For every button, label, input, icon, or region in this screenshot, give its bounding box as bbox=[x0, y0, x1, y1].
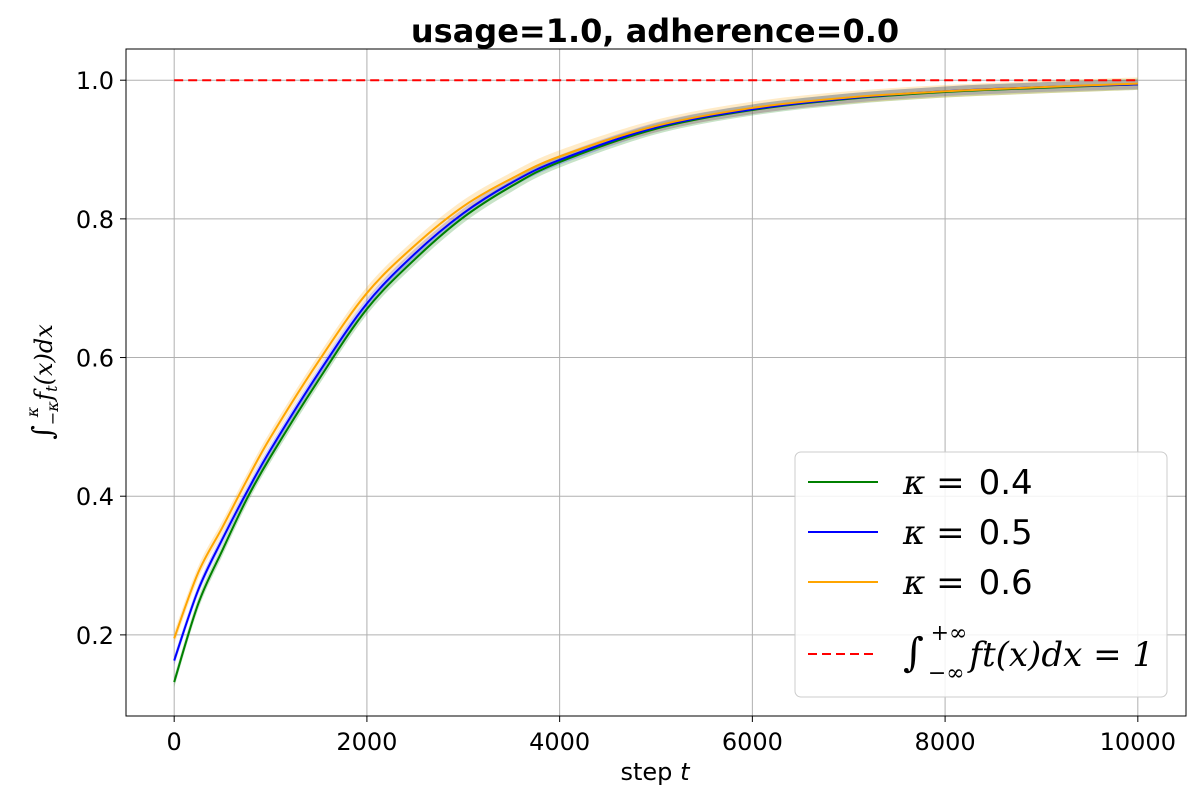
chart-title: usage=1.0, adherence=0.0 bbox=[411, 12, 899, 50]
legend-ref-upper: +∞ bbox=[931, 621, 968, 646]
x-tick-label: 6000 bbox=[722, 728, 783, 756]
x-axis-label-text: step bbox=[621, 758, 673, 786]
y-axis-label-text: ∫−κκ ft(x)dx bbox=[23, 324, 62, 440]
series-lines bbox=[173, 82, 1138, 683]
y-tick-label: 0.6 bbox=[76, 345, 114, 373]
y-axis-label: ∫−κκ ft(x)dx bbox=[23, 324, 62, 440]
legend-value: 0.6 bbox=[979, 563, 1033, 603]
x-tick-label: 2000 bbox=[336, 728, 397, 756]
legend: κ = 0.4 κ = 0.5 κ = 0.6 ∫ −∞ +∞ft(x)dx = 1 bbox=[794, 451, 1168, 698]
legend-box bbox=[794, 451, 1168, 698]
legend-entry-3: κ = 0.6 bbox=[808, 563, 1033, 603]
legend-value: 0.4 bbox=[979, 463, 1033, 503]
y-label-upper: κ bbox=[23, 406, 42, 418]
legend-entry-2: κ = 0.5 bbox=[808, 513, 1033, 553]
x-tick-label: 8000 bbox=[915, 728, 976, 756]
legend-kappa: κ = bbox=[902, 463, 965, 503]
x-axis-label-var: t bbox=[680, 758, 691, 786]
legend-kappa: κ = bbox=[902, 563, 965, 603]
legend-value: 0.5 bbox=[979, 513, 1033, 553]
x-axis-label: step t bbox=[621, 758, 692, 786]
legend-entries: κ = 0.4 κ = 0.5 κ = 0.6 bbox=[808, 463, 1033, 603]
x-tick-label: 0 bbox=[167, 728, 182, 756]
x-ticks: 0 2000 4000 6000 8000 10000 bbox=[167, 716, 1176, 756]
legend-ref-lower: −∞ bbox=[928, 661, 965, 686]
y-tick-label: 0.4 bbox=[76, 483, 114, 511]
legend-entry-reference: ∫ −∞ +∞ft(x)dx = 1 bbox=[808, 621, 1154, 686]
legend-entry-1: κ = 0.4 bbox=[808, 463, 1033, 503]
x-tick-label: 4000 bbox=[529, 728, 590, 756]
y-label-integral: ∫ bbox=[26, 425, 59, 440]
y-ticks: 0.2 0.4 0.6 0.8 1.0 bbox=[76, 67, 126, 650]
legend-label-3: κ = 0.6 bbox=[902, 563, 1033, 603]
y-label-body: ft(x)dx bbox=[30, 324, 61, 403]
legend-ref-body: ft(x)dx = 1 bbox=[966, 635, 1154, 675]
series-line-3 bbox=[173, 82, 1138, 639]
legend-ref-integral: ∫ bbox=[903, 630, 924, 676]
legend-label-2: κ = 0.5 bbox=[902, 513, 1033, 553]
legend-label-1: κ = 0.4 bbox=[902, 463, 1033, 503]
legend-kappa: κ = bbox=[902, 513, 965, 553]
y-tick-label: 0.2 bbox=[76, 622, 114, 650]
y-tick-label: 1.0 bbox=[76, 67, 114, 95]
plot-frame bbox=[125, 48, 1187, 717]
x-tick-label: 10000 bbox=[1100, 728, 1176, 756]
y-label-lower: −κ bbox=[43, 401, 62, 425]
y-tick-label: 0.8 bbox=[76, 206, 114, 234]
legend-label-reference: ∫ −∞ +∞ft(x)dx = 1 bbox=[903, 621, 1154, 686]
